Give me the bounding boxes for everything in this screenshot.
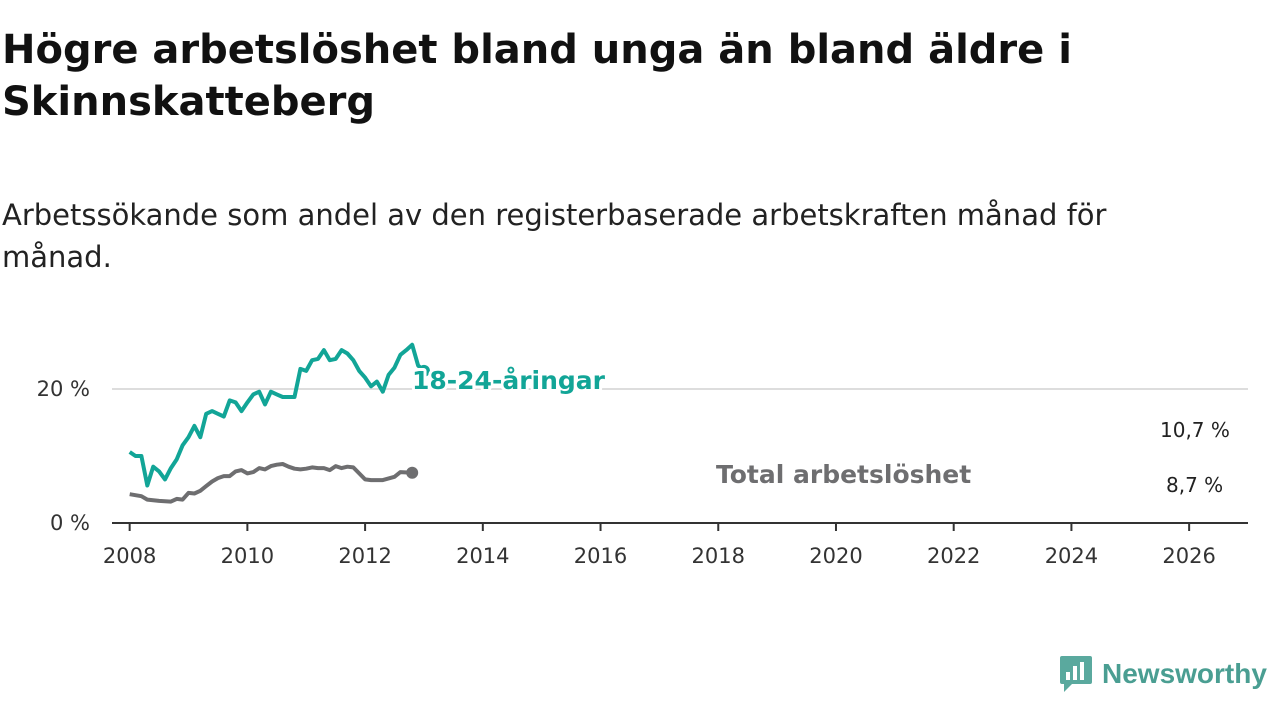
x-tick-label: 2010: [221, 544, 274, 568]
axes: 0 % 20 % 2008 2010 2012 2014 2016 2018 2020 2022 2…: [37, 377, 1248, 568]
chart-subtitle: Arbetssökande som andel av den registerb…: [2, 198, 1107, 274]
end-label-total: 8,7 %: [1166, 473, 1223, 497]
x-tick-label: 2022: [927, 544, 980, 568]
series-end-marker-total: [406, 466, 419, 479]
series-label-youth-halo: 18-24-åringar: [412, 366, 606, 395]
series-end-marker-youth: [417, 364, 430, 377]
series-group: [128, 342, 430, 504]
x-tick-label: 2016: [574, 544, 627, 568]
series-label-youth: 18-24-åringar: [412, 366, 606, 395]
end-label-youth: 10,7 %: [1160, 418, 1230, 442]
x-tick-label: 2026: [1162, 544, 1215, 568]
y-tick-label: 20 %: [37, 377, 90, 401]
end-label-youth-halo: 10,7 %: [1160, 418, 1230, 442]
series-line-youth: [128, 342, 426, 488]
series-label-total: Total arbetslöshet: [716, 460, 971, 489]
x-tick-label: 2024: [1045, 544, 1098, 568]
y-tick-label: 0 %: [50, 511, 90, 535]
series-line-total: [129, 462, 413, 504]
logo-text: Newsworthy: [1102, 658, 1267, 689]
series-label-total-halo: Total arbetslöshet: [716, 460, 971, 489]
chart-title: Högre arbetslöshet bland unga än bland ä…: [2, 27, 1072, 125]
x-tick-label: 2014: [456, 544, 509, 568]
end-label-total-halo: 8,7 %: [1166, 473, 1223, 497]
x-tick-label: 2008: [103, 544, 156, 568]
x-tick-label: 2018: [692, 544, 745, 568]
newsworthy-logo-icon: [1060, 656, 1092, 692]
x-tick-label: 2020: [809, 544, 862, 568]
newsworthy-logo: Newsworthy: [1058, 654, 1267, 694]
x-tick-label: 2012: [338, 544, 391, 568]
